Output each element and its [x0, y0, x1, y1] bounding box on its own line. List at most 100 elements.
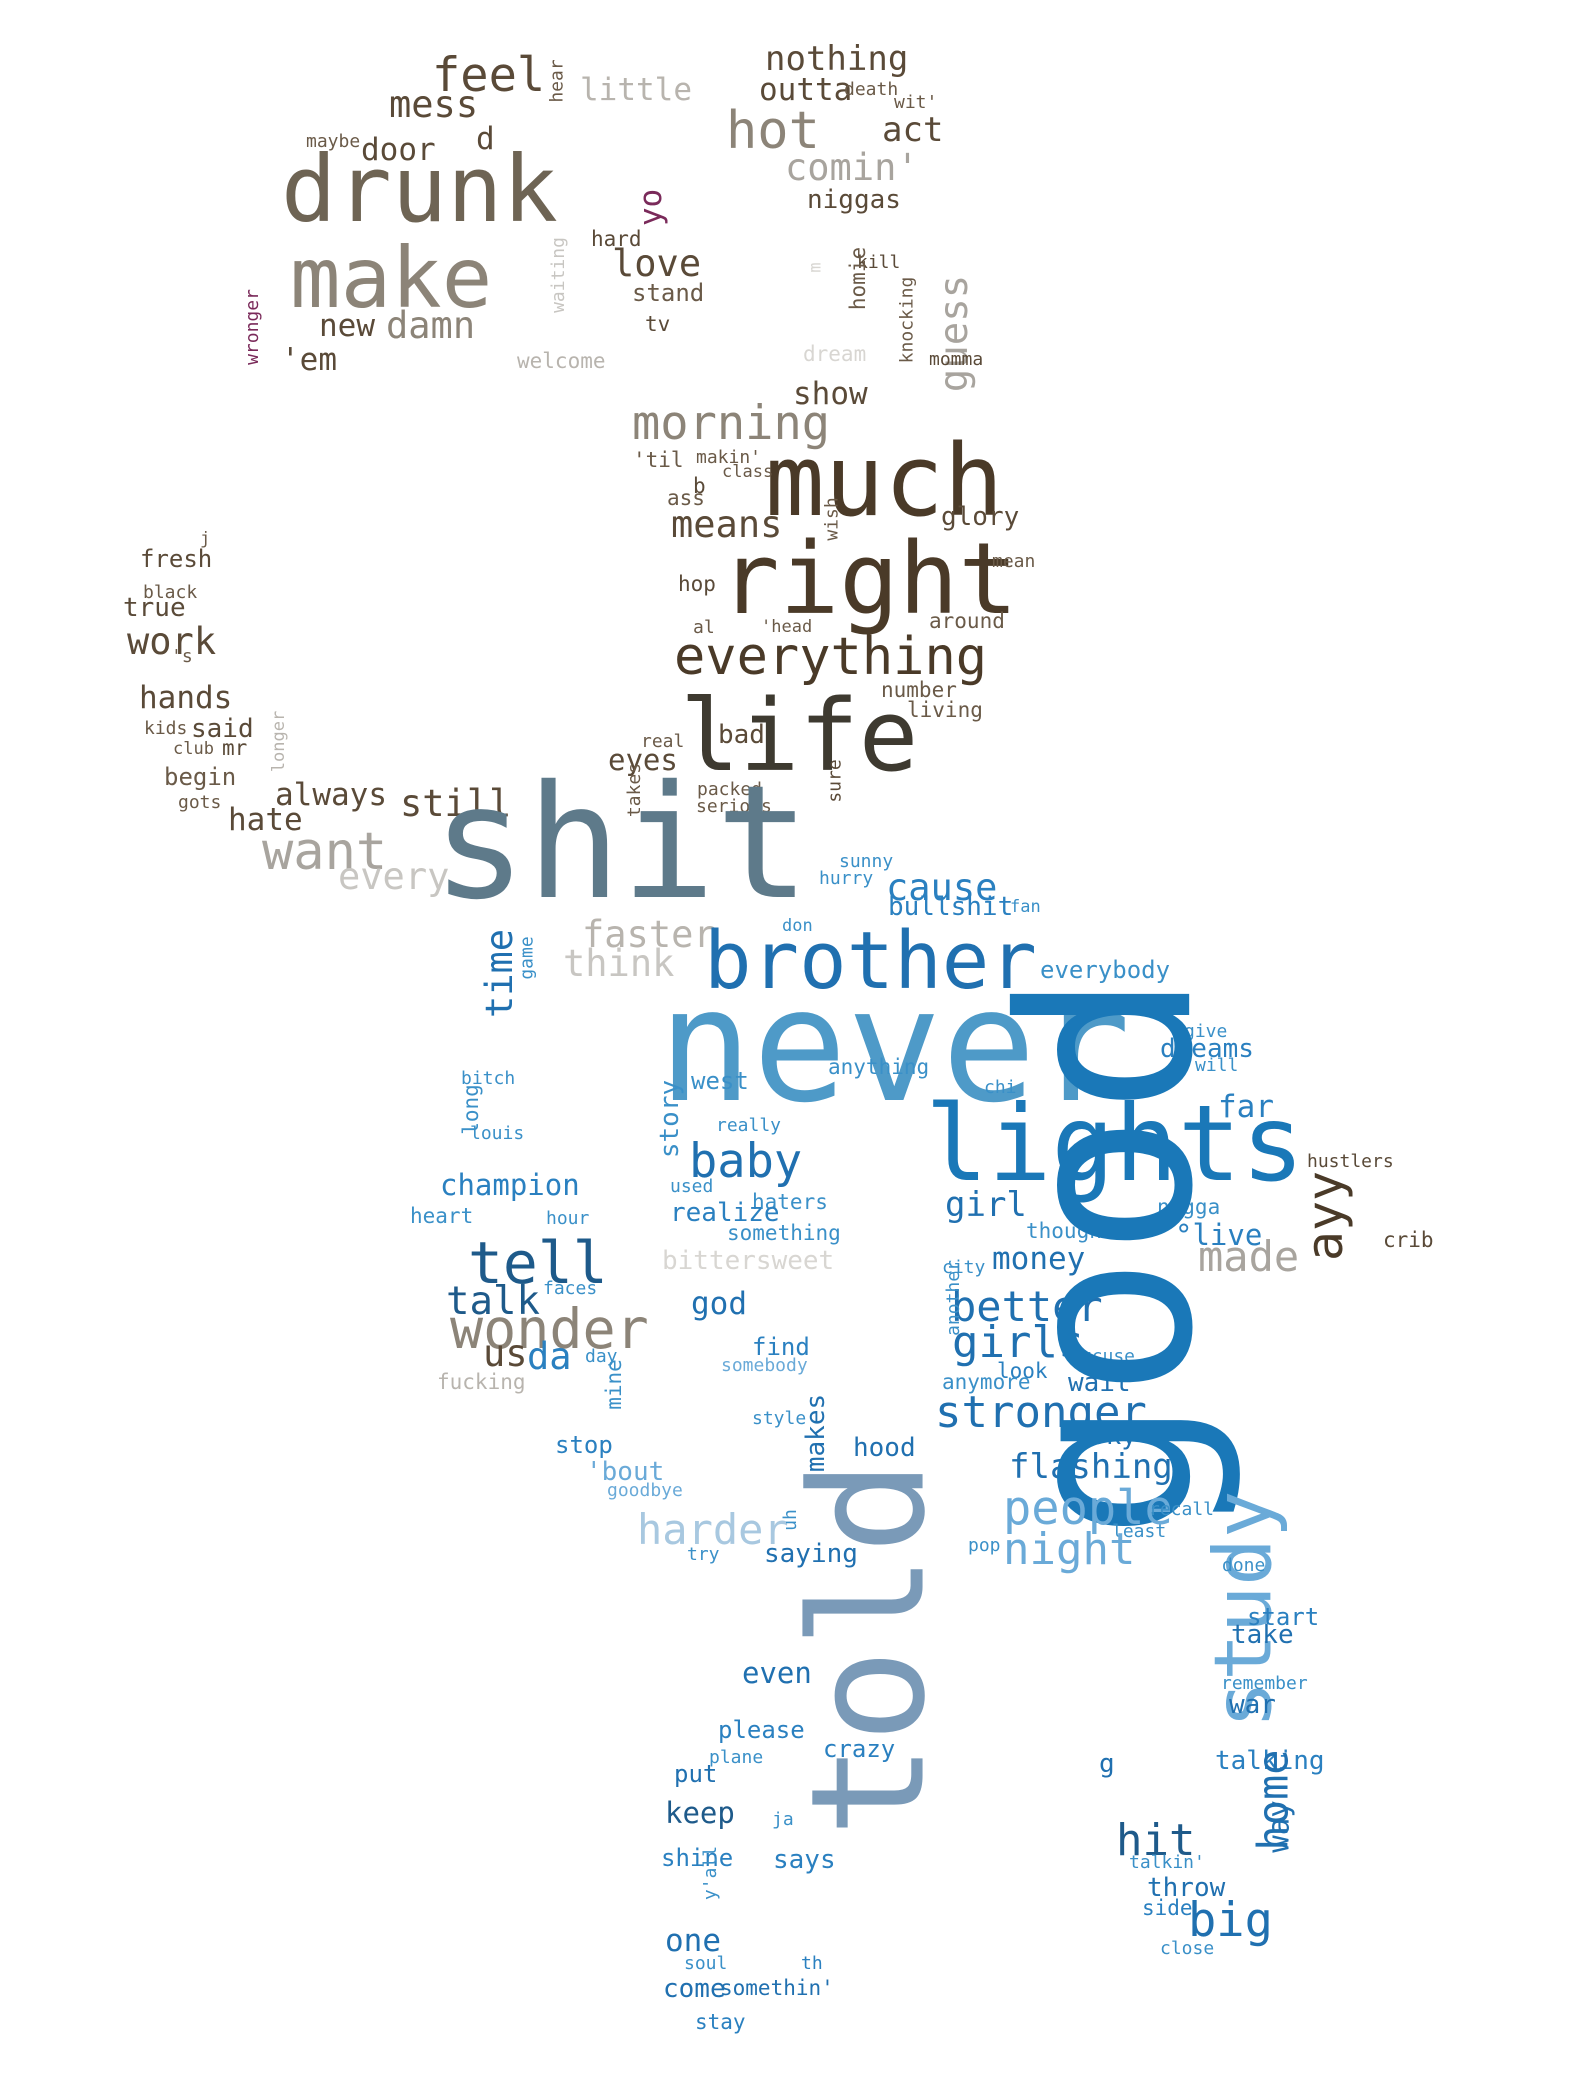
- word-text: wait: [1068, 1368, 1131, 1398]
- word-text: true: [123, 593, 186, 623]
- word-text: style: [752, 1408, 807, 1429]
- word-live: °live: [1175, 1221, 1262, 1250]
- word-text: hour: [546, 1208, 590, 1229]
- word-glory: glory: [941, 504, 1019, 530]
- word-anymore: anymore: [942, 1372, 1031, 1393]
- word-remember: remember: [1221, 1675, 1308, 1693]
- word-text: show: [793, 376, 868, 412]
- word-text: around: [929, 609, 1005, 633]
- word-text: heart: [410, 1204, 474, 1228]
- word-tell: tell: [468, 1234, 608, 1292]
- word-faster: faster: [582, 916, 716, 953]
- word-text: always: [275, 777, 387, 813]
- word-text: close: [1160, 1938, 1215, 1959]
- word-said: said: [191, 716, 254, 742]
- word-girl: girl: [945, 1188, 1027, 1222]
- word-text: sunny: [839, 851, 894, 872]
- word-will: will: [1195, 1057, 1238, 1075]
- word-text: still: [400, 782, 512, 825]
- word-club: club: [173, 741, 214, 758]
- word-text: j: [200, 529, 211, 549]
- word-text: waiting: [547, 237, 569, 313]
- word-city: city: [942, 1259, 985, 1277]
- word-day: day: [585, 1348, 618, 1366]
- word-crazy: crazy: [823, 1737, 895, 1761]
- word-dreams: dreams: [1160, 1036, 1254, 1062]
- word-talk: talk: [446, 1282, 540, 1321]
- word-something: something: [727, 1223, 841, 1244]
- word-mess: mess: [389, 86, 478, 123]
- word-text: harder: [637, 1505, 789, 1554]
- word-b: b: [693, 476, 706, 497]
- word-big: big: [1188, 1897, 1273, 1944]
- word-text: 'til: [633, 448, 684, 472]
- word-text: story: [655, 1079, 686, 1159]
- word-drunk: drunk: [281, 144, 558, 236]
- word-text: means: [671, 503, 783, 546]
- word-waiting: waiting: [521, 237, 597, 313]
- word-text: flashing: [1009, 1447, 1173, 1487]
- word-put: put: [674, 1762, 717, 1786]
- word-text: club: [173, 739, 214, 759]
- word-text: real: [641, 731, 685, 752]
- word-hustlers: hustlers: [1307, 1153, 1394, 1171]
- word-text: mine: [601, 1359, 626, 1410]
- word-sky: sky: [1090, 1423, 1137, 1449]
- word-kids: kids: [144, 720, 187, 738]
- word-close: close: [1160, 1940, 1214, 1958]
- word-throw: throw: [1147, 1875, 1225, 1901]
- word-text: least: [1112, 1521, 1167, 1542]
- word-new: new: [319, 311, 375, 342]
- word-welcome: welcome: [517, 351, 606, 372]
- word-wronger: wronger: [215, 289, 291, 365]
- word-way: way: [1253, 1800, 1305, 1852]
- word-text: even: [742, 1656, 812, 1690]
- word-mine: mine: [589, 1359, 640, 1410]
- word-stay: stay: [695, 2012, 746, 2033]
- word-morning: morning: [632, 400, 830, 447]
- word-text: hood: [853, 1433, 916, 1463]
- word-text: money: [992, 1241, 1086, 1277]
- word-text: put: [674, 1760, 718, 1788]
- word-black: black: [143, 584, 197, 602]
- word-homie: homie: [827, 247, 890, 310]
- word-text: act: [882, 110, 944, 150]
- word-fresh: fresh: [140, 547, 212, 571]
- word-text: kill: [857, 252, 901, 273]
- word-s: 's: [171, 648, 193, 666]
- word-text: 's: [171, 646, 193, 667]
- word-text: bitch: [461, 1068, 516, 1089]
- word-says: says: [773, 1847, 836, 1873]
- word-text: big: [1188, 1893, 1273, 1948]
- word-text: d: [476, 121, 495, 157]
- word-text: wronger: [241, 289, 263, 365]
- word-flashing: flashing: [1009, 1450, 1173, 1484]
- word-text: nothing: [765, 39, 909, 79]
- word-text: time: [478, 928, 522, 1019]
- word-try: try: [687, 1546, 720, 1564]
- word-text: begin: [164, 763, 237, 791]
- word-text: 'em: [281, 342, 337, 378]
- word-around: around: [929, 611, 1005, 632]
- word-done: done: [1222, 1557, 1265, 1575]
- word-bittersweet: bittersweet: [662, 1248, 834, 1274]
- word-think: think: [563, 945, 674, 982]
- word-text: hustlers: [1307, 1151, 1394, 1172]
- word-somethin: somethin': [720, 1978, 834, 1999]
- word-text: faster: [582, 913, 716, 956]
- word-class: class: [722, 464, 773, 481]
- word-much: much: [765, 432, 1003, 531]
- word-text: da: [527, 1335, 572, 1378]
- word-niggas: niggas: [807, 187, 901, 213]
- word-text: night: [1003, 1524, 1136, 1575]
- word-text: y'all: [700, 1845, 722, 1901]
- word-life: life: [680, 687, 918, 786]
- word-story: story: [631, 1080, 709, 1158]
- word-text: remember: [1221, 1673, 1308, 1694]
- word-comin: comin': [785, 149, 919, 186]
- word-text: faces: [543, 1278, 598, 1299]
- word-text: hot: [726, 101, 820, 161]
- word-stand: stand: [632, 281, 704, 305]
- word-everything: everything: [674, 631, 987, 683]
- word-text: door: [361, 132, 436, 168]
